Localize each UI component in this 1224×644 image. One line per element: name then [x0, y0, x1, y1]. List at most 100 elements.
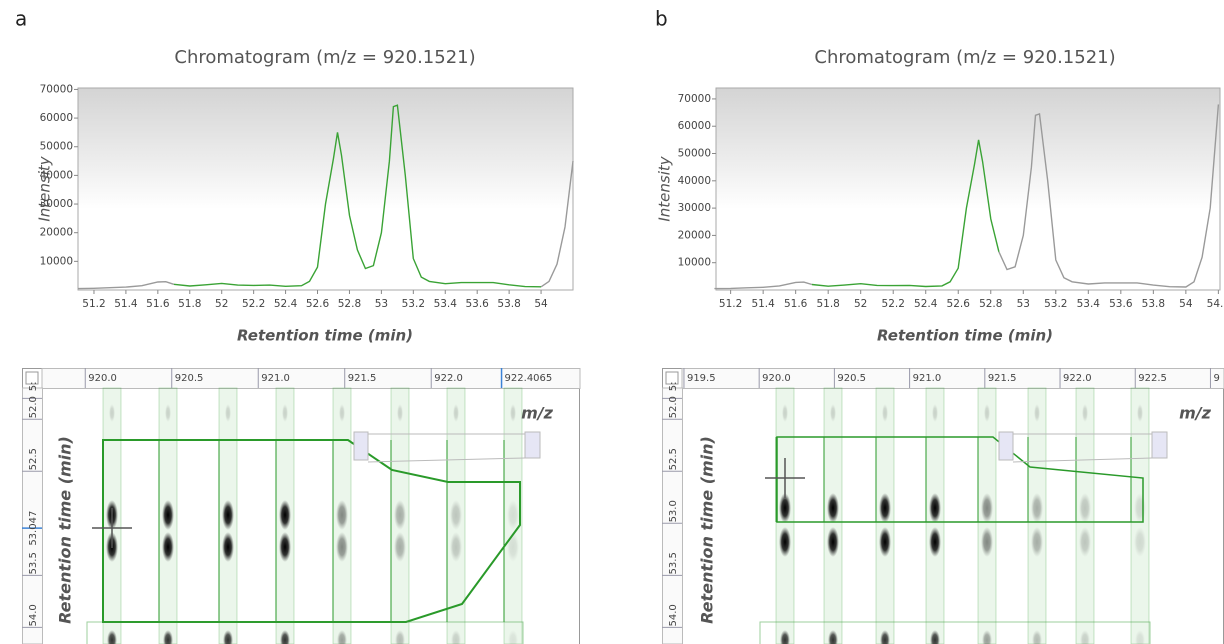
x-axis-label: m/z — [1179, 404, 1212, 423]
peak-spot — [981, 527, 993, 557]
peak-spot — [222, 500, 234, 530]
peak-spot — [827, 493, 839, 523]
peak-spot — [879, 527, 891, 557]
plot-background — [715, 87, 1221, 291]
corner-box — [25, 371, 39, 385]
x-tick-label: 51.2 — [719, 298, 742, 310]
peak-spot — [508, 630, 518, 644]
peak-spot — [336, 532, 348, 562]
peak-spot — [1135, 630, 1145, 644]
peak-spot — [163, 630, 173, 644]
x-tick-label: 920.5 — [175, 373, 204, 384]
x-axis-label: Retention time (min) — [877, 327, 1053, 345]
y-tick-label: 10000 — [678, 257, 711, 269]
x-tick-label: 53.6 — [1109, 298, 1133, 310]
x-tick-label: 922.5 — [1138, 373, 1167, 384]
peak-spot — [282, 404, 288, 422]
peak-spot — [1134, 493, 1146, 523]
lower-box — [86, 621, 524, 644]
y-marker-label: 53.047 — [28, 511, 39, 546]
y-tick-label: 20000 — [40, 227, 73, 239]
x-tick-label: 53.4 — [434, 298, 458, 310]
x-marker-label: 922.4065 — [505, 373, 553, 384]
corner-box — [665, 371, 679, 385]
y-tick-label: 52.0 — [668, 396, 679, 418]
x-axis-label: Retention time (min) — [237, 327, 413, 345]
peak-spot — [1031, 527, 1043, 557]
y-tick-label: 40000 — [678, 175, 711, 187]
peak-spot — [929, 527, 941, 557]
peak-spot — [162, 500, 174, 530]
ruler-top — [681, 368, 1224, 389]
extraction-box — [776, 436, 1144, 523]
peak-spot — [223, 630, 233, 644]
map-frame — [662, 368, 1224, 644]
peak-spot — [394, 532, 406, 562]
plot-background — [77, 87, 574, 291]
x-tick-label: 51.8 — [178, 298, 201, 310]
peak-spot — [1080, 630, 1090, 644]
peak-spot — [1079, 493, 1091, 523]
x-tick-label: 51.4 — [751, 298, 775, 310]
peak-spot — [222, 532, 234, 562]
peak-spot — [882, 404, 888, 422]
peak-spot — [394, 500, 406, 530]
y-tick-label: 53.5 — [28, 552, 39, 574]
peak-spot — [780, 630, 790, 644]
peak-spot — [510, 404, 516, 422]
y-tick-label: 10000 — [40, 255, 73, 267]
peak-spot — [337, 630, 347, 644]
peak-spot — [109, 404, 115, 422]
x-tick-label: 921.0 — [261, 373, 290, 384]
x-tick-label: 52.4 — [274, 298, 298, 310]
x-axis-label: m/z — [521, 404, 554, 423]
peak-spot — [779, 493, 791, 523]
y-tick-label: 50000 — [40, 141, 73, 153]
y-tick-label: 30000 — [678, 202, 711, 214]
x-tick-label: 53.2 — [402, 298, 425, 310]
x-tick-label: 52.8 — [979, 298, 1002, 310]
peak-spot — [827, 527, 839, 557]
peak-spot — [107, 630, 117, 644]
peak-spot — [339, 404, 345, 422]
x-tick-label: 922.0 — [1063, 373, 1092, 384]
ruler-left — [662, 387, 683, 644]
x-tick-label: 52.2 — [242, 298, 265, 310]
x-tick-label: 920.0 — [88, 373, 117, 384]
x-tick-label: 9 — [1213, 373, 1219, 384]
peak-spot — [507, 532, 519, 562]
x-tick-label: 52.8 — [338, 298, 361, 310]
peak-spot — [336, 500, 348, 530]
x-tick-label: 921.0 — [913, 373, 942, 384]
y-tick-label: 50000 — [678, 148, 711, 160]
x-tick-label: 54.2 — [1207, 298, 1224, 310]
ghost-box — [1151, 431, 1168, 459]
peak-spot — [279, 500, 291, 530]
y-tick-label: 53.0 — [668, 500, 679, 522]
peak-spot — [507, 500, 519, 530]
peak-spot — [1082, 404, 1088, 422]
y-tick-label: 40000 — [40, 169, 73, 181]
peak-spot — [165, 404, 171, 422]
peak-spot — [981, 493, 993, 523]
peak-spot — [930, 630, 940, 644]
peak-spot — [1034, 404, 1040, 422]
y-axis-label: Intensity — [36, 155, 54, 221]
peak-spot — [1134, 527, 1146, 557]
panel-label: a — [15, 7, 27, 31]
peak-spot — [929, 493, 941, 523]
peak-spot — [828, 630, 838, 644]
ghost-box — [524, 431, 541, 459]
series-line — [811, 139, 1000, 288]
x-tick-label: 920.5 — [837, 373, 866, 384]
ghost-box — [998, 431, 1014, 461]
y-tick-label: 60000 — [40, 112, 73, 124]
x-tick-label: 52.2 — [882, 298, 905, 310]
peak-spot — [397, 404, 403, 422]
ruler-left — [22, 387, 43, 644]
y-tick-label: 20000 — [678, 229, 711, 241]
series-line — [77, 161, 574, 290]
x-tick-label: 54 — [1179, 298, 1193, 310]
peak-spot — [279, 532, 291, 562]
peak-spot — [982, 630, 992, 644]
